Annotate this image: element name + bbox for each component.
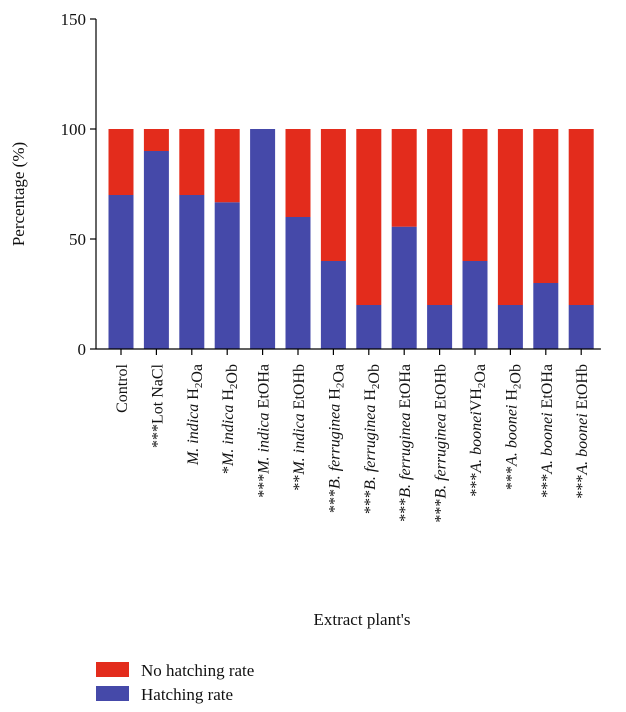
bar-hatching-13 — [568, 305, 594, 349]
bar-no-hatching-0 — [108, 129, 134, 195]
bar-hatching-7 — [356, 305, 382, 349]
y-tick-label-50: 50 — [69, 230, 86, 249]
y-axis-label: Percentage (%) — [9, 142, 28, 246]
bar-no-hatching-7 — [356, 129, 382, 305]
y-tick-label-100: 100 — [61, 120, 87, 139]
bars-group — [108, 129, 594, 349]
legend-label-1: Hatching rate — [141, 685, 233, 704]
bar-no-hatching-10 — [462, 129, 488, 261]
x-axis-label: Extract plant's — [313, 610, 410, 629]
x-tick-label-8: ***B. ferruginea EtOHa — [397, 364, 414, 522]
legend-swatch-1 — [96, 686, 129, 701]
bar-no-hatching-1 — [143, 129, 169, 151]
bar-hatching-12 — [533, 283, 559, 349]
bar-hatching-1 — [143, 151, 169, 349]
x-tick-label-12: ***A. boonei EtOHa — [539, 364, 556, 498]
x-tick-label-6: ***B. ferruginea H2Oa — [326, 364, 347, 513]
bar-hatching-8 — [391, 226, 417, 349]
bar-no-hatching-13 — [568, 129, 594, 305]
bar-hatching-9 — [427, 305, 453, 349]
x-tick-label-2: M. indica H2Oa — [185, 364, 206, 466]
x-tick-label-7: ***B. ferruginea H2Ob — [362, 364, 383, 514]
bar-no-hatching-5 — [285, 129, 311, 217]
bar-hatching-6 — [320, 261, 346, 349]
bar-hatching-5 — [285, 217, 311, 349]
x-tick-label-1: ***Lot NaCl — [149, 363, 166, 448]
bar-no-hatching-8 — [391, 129, 417, 227]
bar-hatching-0 — [108, 195, 134, 349]
x-tick-label-10: ***A. booneiVH2Oa — [468, 364, 489, 497]
bar-hatching-2 — [179, 195, 205, 349]
y-tick-label-150: 150 — [61, 10, 87, 29]
legend-label-0: No hatching rate — [141, 661, 254, 680]
bar-no-hatching-6 — [320, 129, 346, 261]
bar-hatching-4 — [250, 129, 276, 349]
bar-no-hatching-3 — [214, 129, 240, 203]
y-tick-label-0: 0 — [78, 340, 87, 359]
axes-group: 0 50 100 150 — [61, 10, 601, 359]
bar-hatching-3 — [214, 202, 240, 349]
bar-no-hatching-11 — [497, 129, 523, 305]
x-tick-label-0: Control — [114, 363, 131, 412]
x-tick-label-13: ***A. boonei EtOHb — [574, 364, 591, 499]
x-tick-label-5: **M. indica EtOHb — [291, 364, 308, 491]
legend: No hatching rate Hatching rate — [96, 661, 254, 704]
x-tick-label-4: ***M. indica EtOHa — [256, 364, 273, 498]
x-tick-labels-group: Control ***Lot NaCl M. indica H2Oa *M. indi… — [114, 363, 591, 522]
legend-swatch-0 — [96, 662, 129, 677]
bar-hatching-11 — [497, 305, 523, 349]
bar-no-hatching-12 — [533, 129, 559, 283]
x-tick-label-9: ***B. ferruginea EtOHb — [433, 364, 450, 523]
bar-no-hatching-9 — [427, 129, 453, 305]
bar-no-hatching-2 — [179, 129, 205, 195]
x-tick-label-3: *M. indica H2Ob — [220, 364, 241, 474]
bar-hatching-10 — [462, 261, 488, 349]
x-tick-label-11: ***A. boonei H2Ob — [503, 364, 524, 490]
